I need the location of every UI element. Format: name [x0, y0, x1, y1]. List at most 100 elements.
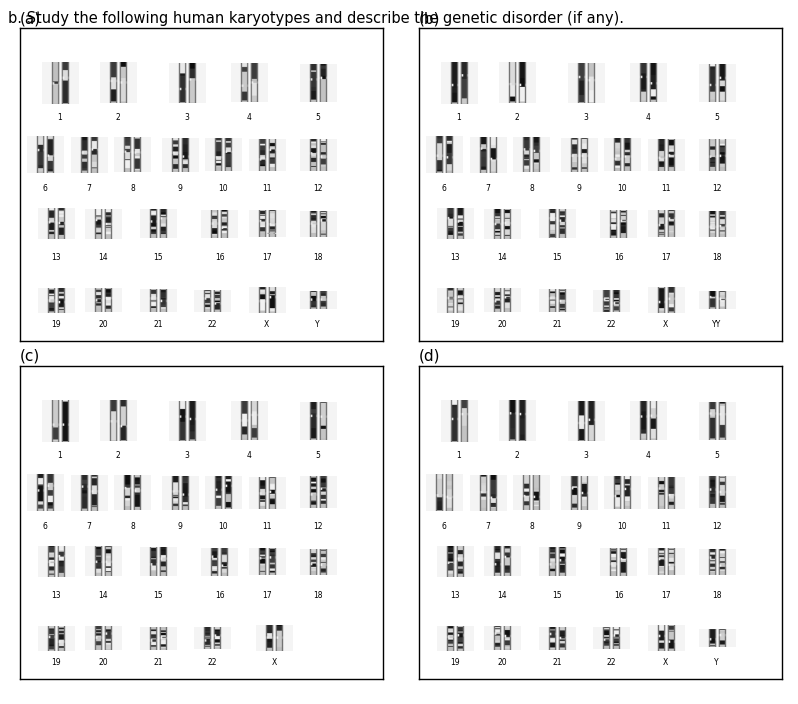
Text: X: X — [271, 658, 277, 667]
Text: (b): (b) — [419, 11, 440, 26]
Text: 7: 7 — [485, 522, 491, 531]
Text: 15: 15 — [153, 253, 163, 262]
Text: 11: 11 — [262, 522, 271, 531]
Text: 9: 9 — [177, 522, 182, 531]
Text: 4: 4 — [247, 451, 251, 460]
Text: 17: 17 — [661, 591, 670, 600]
Text: X: X — [264, 320, 270, 329]
Text: 16: 16 — [614, 253, 623, 262]
Text: 8: 8 — [529, 184, 534, 193]
Text: 2: 2 — [515, 113, 519, 122]
Text: 15: 15 — [552, 591, 562, 600]
Text: 21: 21 — [552, 658, 562, 667]
Text: 11: 11 — [262, 184, 271, 193]
Text: (c): (c) — [20, 349, 40, 364]
Text: 8: 8 — [130, 184, 135, 193]
Text: 21: 21 — [153, 320, 163, 329]
Text: YY: YY — [712, 320, 721, 329]
Text: 6: 6 — [43, 522, 48, 531]
Text: 19: 19 — [450, 320, 460, 329]
Text: 17: 17 — [661, 253, 670, 262]
Text: 1: 1 — [57, 113, 62, 122]
Text: Y: Y — [714, 658, 719, 667]
Text: 2: 2 — [515, 451, 519, 460]
Text: 3: 3 — [184, 451, 189, 460]
Text: 6: 6 — [43, 184, 48, 193]
Text: 17: 17 — [262, 591, 271, 600]
Text: 13: 13 — [450, 591, 460, 600]
Text: 14: 14 — [498, 591, 508, 600]
Text: 10: 10 — [219, 522, 228, 531]
Text: 22: 22 — [606, 320, 616, 329]
Text: 7: 7 — [86, 184, 92, 193]
Text: 20: 20 — [99, 658, 109, 667]
Text: 12: 12 — [712, 184, 721, 193]
Text: 19: 19 — [450, 658, 460, 667]
Text: 5: 5 — [714, 451, 719, 460]
Text: 5: 5 — [315, 113, 320, 122]
Text: 3: 3 — [583, 113, 588, 122]
Text: 14: 14 — [99, 591, 109, 600]
Text: 6: 6 — [442, 522, 447, 531]
Text: 20: 20 — [498, 320, 508, 329]
Text: 6: 6 — [442, 184, 447, 193]
Text: 22: 22 — [207, 320, 217, 329]
Text: 3: 3 — [583, 451, 588, 460]
Text: 10: 10 — [618, 522, 627, 531]
Text: 20: 20 — [99, 320, 109, 329]
Text: 4: 4 — [646, 451, 650, 460]
Text: 18: 18 — [313, 591, 322, 600]
Text: (a): (a) — [20, 11, 41, 26]
Text: 19: 19 — [51, 320, 61, 329]
Text: 22: 22 — [207, 658, 217, 667]
Text: 9: 9 — [576, 522, 581, 531]
Text: 2: 2 — [116, 113, 120, 122]
Text: Y: Y — [315, 320, 320, 329]
Text: 3: 3 — [184, 113, 189, 122]
Text: 1: 1 — [57, 451, 62, 460]
Text: X: X — [663, 320, 669, 329]
Text: 7: 7 — [86, 522, 92, 531]
Text: 12: 12 — [313, 184, 322, 193]
Text: 21: 21 — [153, 658, 163, 667]
Text: 15: 15 — [153, 591, 163, 600]
Text: 10: 10 — [219, 184, 228, 193]
Text: 16: 16 — [215, 591, 224, 600]
Text: 21: 21 — [552, 320, 562, 329]
Text: 13: 13 — [51, 253, 61, 262]
Text: 14: 14 — [99, 253, 109, 262]
Text: 13: 13 — [450, 253, 460, 262]
Text: 22: 22 — [606, 658, 616, 667]
Text: 2: 2 — [116, 451, 120, 460]
Text: 9: 9 — [576, 184, 581, 193]
Text: 5: 5 — [315, 451, 320, 460]
Text: 10: 10 — [618, 184, 627, 193]
Text: 5: 5 — [714, 113, 719, 122]
Text: 11: 11 — [661, 184, 670, 193]
Text: 1: 1 — [456, 451, 461, 460]
Text: 19: 19 — [51, 658, 61, 667]
Text: 14: 14 — [498, 253, 508, 262]
Text: 15: 15 — [552, 253, 562, 262]
Text: 8: 8 — [529, 522, 534, 531]
Text: 12: 12 — [313, 522, 322, 531]
Text: 13: 13 — [51, 591, 61, 600]
Text: 18: 18 — [313, 253, 322, 262]
Text: 7: 7 — [485, 184, 491, 193]
Text: 20: 20 — [498, 658, 508, 667]
Text: 16: 16 — [215, 253, 224, 262]
Text: 9: 9 — [177, 184, 182, 193]
Text: X: X — [663, 658, 669, 667]
Text: 17: 17 — [262, 253, 271, 262]
Text: b. Study the following human karyotypes and describe the genetic disorder (if an: b. Study the following human karyotypes … — [8, 11, 624, 25]
Text: 4: 4 — [247, 113, 251, 122]
Text: 16: 16 — [614, 591, 623, 600]
Text: 18: 18 — [712, 591, 721, 600]
Text: 18: 18 — [712, 253, 721, 262]
Text: (d): (d) — [419, 349, 440, 364]
Text: 4: 4 — [646, 113, 650, 122]
Text: 12: 12 — [712, 522, 721, 531]
Text: 1: 1 — [456, 113, 461, 122]
Text: 8: 8 — [130, 522, 135, 531]
Text: 11: 11 — [661, 522, 670, 531]
